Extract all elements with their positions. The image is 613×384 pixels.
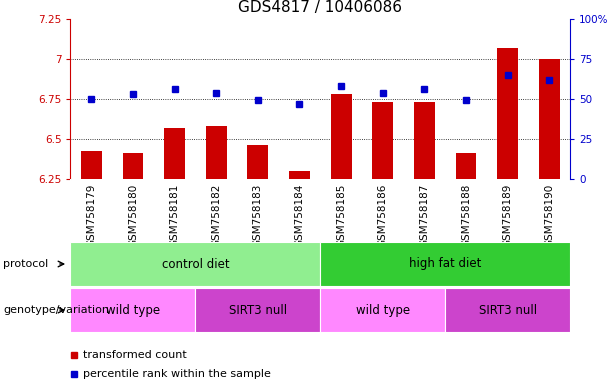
Bar bbox=[196, 288, 321, 332]
Text: SIRT3 null: SIRT3 null bbox=[229, 304, 287, 316]
Bar bbox=[414, 102, 435, 179]
Text: wild type: wild type bbox=[106, 304, 160, 316]
Text: GSM758189: GSM758189 bbox=[503, 184, 512, 247]
Text: genotype/variation: genotype/variation bbox=[3, 305, 109, 315]
Text: GSM758181: GSM758181 bbox=[170, 184, 180, 247]
Text: GSM758179: GSM758179 bbox=[86, 184, 96, 247]
Text: percentile rank within the sample: percentile rank within the sample bbox=[83, 369, 270, 379]
Bar bbox=[372, 102, 393, 179]
Bar bbox=[164, 127, 185, 179]
Bar bbox=[206, 126, 227, 179]
Bar bbox=[248, 145, 268, 179]
Text: wild type: wild type bbox=[356, 304, 410, 316]
Bar bbox=[123, 153, 143, 179]
Bar bbox=[70, 242, 321, 286]
Text: SIRT3 null: SIRT3 null bbox=[479, 304, 537, 316]
Text: GSM758184: GSM758184 bbox=[294, 184, 305, 247]
Bar bbox=[289, 170, 310, 179]
Text: GSM758185: GSM758185 bbox=[336, 184, 346, 247]
Bar bbox=[70, 288, 196, 332]
Text: GSM758190: GSM758190 bbox=[544, 184, 554, 247]
Bar bbox=[445, 288, 570, 332]
Title: GDS4817 / 10406086: GDS4817 / 10406086 bbox=[238, 0, 402, 15]
Text: GSM758186: GSM758186 bbox=[378, 184, 388, 247]
Text: GSM758183: GSM758183 bbox=[253, 184, 263, 247]
Bar bbox=[455, 153, 476, 179]
Text: GSM758180: GSM758180 bbox=[128, 184, 138, 247]
Text: GSM758182: GSM758182 bbox=[211, 184, 221, 247]
Bar bbox=[321, 242, 570, 286]
Text: high fat diet: high fat diet bbox=[409, 258, 481, 270]
Text: GSM758187: GSM758187 bbox=[419, 184, 429, 247]
Bar bbox=[330, 94, 351, 179]
Bar bbox=[539, 59, 560, 179]
Text: control diet: control diet bbox=[162, 258, 229, 270]
Bar bbox=[321, 288, 445, 332]
Bar bbox=[497, 48, 518, 179]
Text: GSM758188: GSM758188 bbox=[461, 184, 471, 247]
Text: transformed count: transformed count bbox=[83, 350, 186, 360]
Bar bbox=[81, 151, 102, 179]
Text: protocol: protocol bbox=[3, 259, 48, 269]
